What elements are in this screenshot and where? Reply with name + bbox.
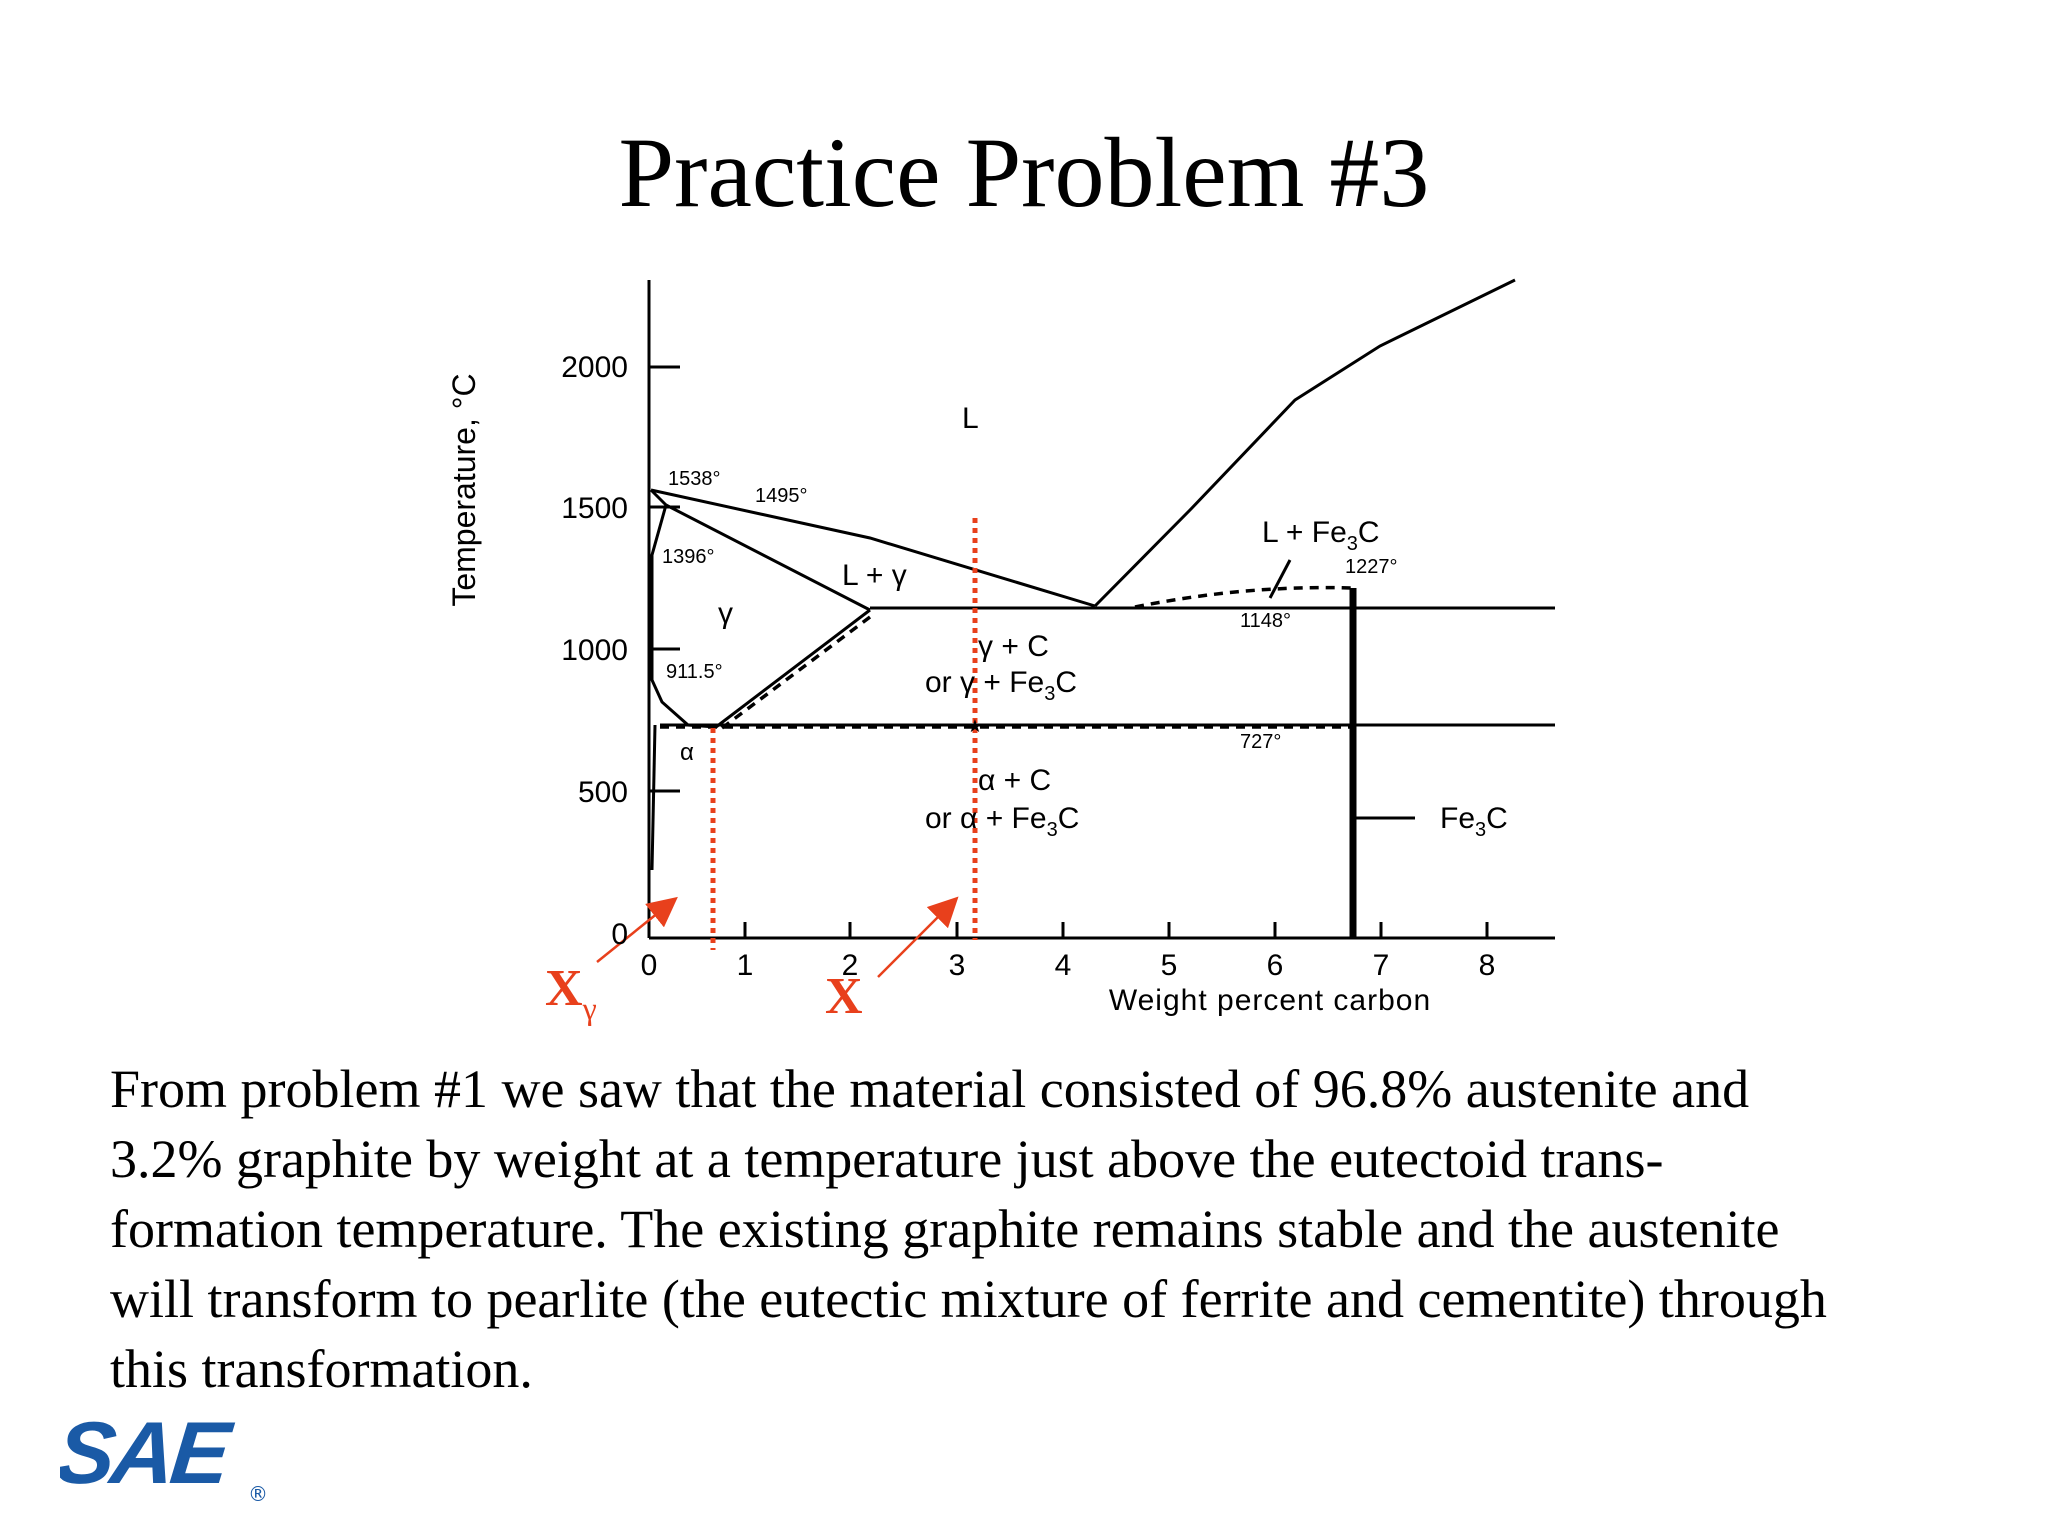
temp-1396: 1396° [662,546,715,568]
region-labels: L L + γ γ α L + Fe3C γ + C or γ + Fe3C α… [680,402,1508,841]
axes [647,280,1555,940]
body-line: will transform to pearlite (the eutectic… [110,1269,1827,1329]
region-l-fe3c: L + Fe3C [1262,516,1380,555]
x-axis-label: Weight percent carbon [1109,984,1431,1017]
austenite-left [650,504,717,729]
eutectoid-star: ★ [967,716,983,737]
liquidus-left [650,488,1096,608]
y-tick-label: 500 [578,776,628,809]
x-tick-label: 0 [641,949,658,982]
x-tick-label: 3 [949,949,966,982]
x-tick-label: 8 [1479,949,1496,982]
l-fe3c-leader [1268,559,1292,599]
y-axis-label: Temperature, °C [446,373,482,606]
x-arrow [877,896,959,978]
temp-1538: 1538° [668,468,721,490]
slide-title: Practice Problem #3 [618,117,1430,228]
sae-logo-text: SAE [60,1405,238,1502]
temp-1148: 1148° [1240,610,1291,632]
dashed-lines [660,585,1354,730]
region-alpha-fe3c: or α + Fe3C [925,802,1079,841]
x-tick-label: 4 [1055,949,1072,982]
phase-boundaries [649,278,1555,871]
marker-arrows [596,896,959,978]
acm-line [715,608,871,729]
x-tick-label: 1 [737,949,754,982]
temp-1227: 1227° [1345,556,1398,578]
region-liquid-gamma: L + γ [842,559,907,592]
y-tick-label: 1500 [561,492,628,525]
registered-mark: ® [248,1482,268,1505]
sae-logo: SAE ® [60,1405,268,1505]
y-tick-label: 2000 [561,351,628,384]
y-tick-label: 0 [611,918,628,951]
x-tick-label: 7 [1373,949,1390,982]
ferrite-boundary [650,724,657,871]
temperature-labels: 1538° 1495° 1396° 911.5° 1227° 1148° 727… [662,468,1398,753]
liquidus-right [1093,278,1516,608]
temp-1495: 1495° [755,485,808,507]
body-text: From problem #1 we saw that the material… [110,1054,1970,1404]
region-fe3c: Fe3C [1440,802,1508,841]
body-line: 3.2% graphite by weight at a temperature… [110,1129,1664,1189]
region-gamma-fe3c: or γ + Fe3C [925,666,1077,705]
x-gamma-label: Xγ [545,960,597,1026]
x-tick-label: 5 [1161,949,1178,982]
region-liquid: L [962,402,979,435]
body-line: this transformation. [110,1339,533,1399]
body-line: formation temperature. The existing grap… [110,1199,1780,1259]
temp-727: 727° [1240,731,1281,753]
region-alpha-c: α + C [978,764,1051,797]
y-tick-label: 1000 [561,634,628,667]
x-label: X [825,968,863,1025]
region-gamma: γ [718,597,733,630]
solidus-upper [665,503,871,612]
delta-boundary [649,488,668,507]
region-alpha: α [680,739,694,766]
x-tick-labels: 0 1 2 3 4 5 6 7 8 [641,949,1496,982]
region-gamma-c: γ + C [978,630,1049,663]
iron-carbon-phase-diagram: ★ Temperature, °C Weight percent carbon … [446,278,1555,1026]
y-tick-labels: 2000 1500 1000 500 0 [561,351,628,951]
x-gamma-arrow [596,896,678,963]
composition-markers [710,518,978,950]
body-line: From problem #1 we saw that the material… [110,1059,1750,1119]
x-tick-label: 2 [842,949,859,982]
temp-911: 911.5° [666,661,723,683]
x-tick-label: 6 [1267,949,1284,982]
